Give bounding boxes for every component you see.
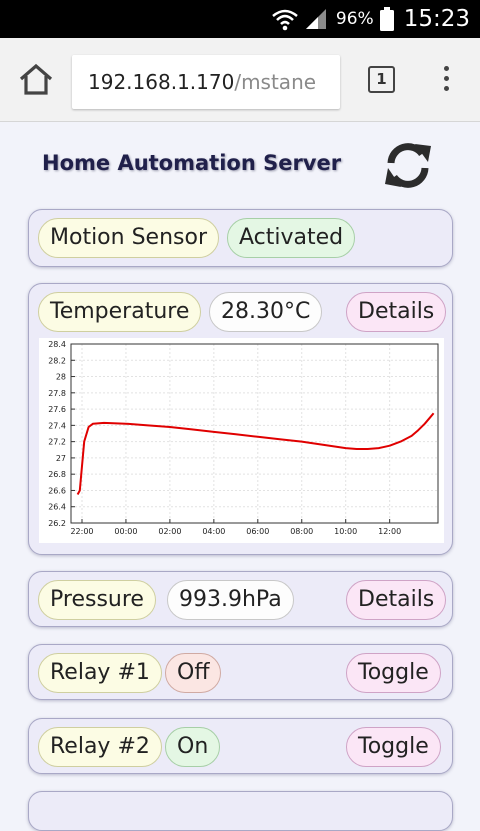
status-bar: 96% 15:23: [0, 0, 480, 38]
x-tick-label: 08:00: [290, 527, 313, 536]
x-tick-label: 04:00: [202, 527, 225, 536]
relay1-toggle-button[interactable]: Toggle: [346, 653, 441, 693]
url-bar[interactable]: 192.168.1.170/mstane: [72, 55, 340, 109]
clock: 15:23: [403, 6, 470, 32]
pressure-card: Pressure 993.9hPa Details: [28, 571, 453, 627]
plot-frame: [70, 343, 439, 524]
motion-sensor-label: Motion Sensor: [38, 218, 219, 258]
y-tick-label: 27: [56, 454, 66, 463]
y-tick-label: 26.8: [48, 470, 66, 479]
tab-switcher-button[interactable]: 1: [368, 66, 395, 93]
y-tick-label: 28: [56, 373, 66, 382]
url-path: /mstane: [234, 70, 317, 94]
temperature-chart-svg: 26.2 26.4 26.6 26.8 27 27.2 27.4 27.6 27.8 28 28.2…: [48, 340, 439, 536]
x-tick-label: 22:00: [70, 527, 93, 536]
y-tick-label: 28.4: [48, 340, 66, 349]
motion-sensor-card: Motion Sensor Activated: [28, 209, 453, 267]
home-icon[interactable]: [18, 62, 54, 98]
overflow-menu-icon[interactable]: [436, 66, 456, 96]
y-tick-label: 27.8: [48, 389, 66, 398]
signal-icon: [305, 9, 326, 29]
relay1-card: Relay #1 Off Toggle: [28, 644, 453, 700]
battery-icon: [379, 7, 394, 31]
url-host: 192.168.1.170: [88, 70, 235, 94]
relay2-toggle-button[interactable]: Toggle: [346, 727, 441, 767]
next-card: [28, 791, 453, 831]
y-tick-label: 26.2: [48, 519, 66, 528]
page-content: Home Automation Server Motion Sensor Act…: [0, 123, 480, 831]
x-tick-label: 12:00: [378, 527, 401, 536]
temperature-chart: 26.2 26.4 26.6 26.8 27 27.2 27.4 27.6 27.8 28 28.2…: [39, 338, 444, 543]
pressure-label: Pressure: [38, 580, 156, 620]
temperature-value: 28.30°C: [209, 292, 323, 332]
refresh-icon[interactable]: [382, 141, 434, 189]
pressure-details-button[interactable]: Details: [346, 580, 447, 620]
relay2-state-badge: On: [165, 727, 221, 767]
pressure-value: 993.9hPa: [167, 580, 294, 620]
x-tick-label: 10:00: [334, 527, 357, 536]
y-tick-label: 27.2: [48, 438, 66, 447]
x-tick-label: 02:00: [158, 527, 181, 536]
browser-toolbar: 192.168.1.170/mstane 1: [0, 38, 480, 122]
temperature-details-button[interactable]: Details: [346, 292, 447, 332]
relay2-label: Relay #2: [38, 727, 162, 767]
temperature-label: Temperature: [38, 292, 202, 332]
temperature-series-line: [76, 412, 435, 495]
y-tick-label: 27.4: [48, 421, 66, 430]
relay1-label: Relay #1: [38, 653, 162, 693]
x-tick-label: 06:00: [246, 527, 269, 536]
wifi-icon: [272, 9, 298, 31]
temperature-card: Temperature 28.30°C Details 26.2 26.4 26.6…: [28, 283, 453, 555]
y-tick-label: 27.6: [48, 405, 66, 414]
y-tick-label: 26.4: [48, 503, 66, 512]
y-tick-label: 26.6: [48, 486, 66, 495]
y-tick-label: 28.2: [48, 356, 66, 365]
x-tick-label: 00:00: [114, 527, 137, 536]
battery-percent: 96%: [335, 9, 374, 29]
page-title: Home Automation Server: [42, 151, 342, 175]
relay2-card: Relay #2 On Toggle: [28, 718, 453, 774]
motion-status-badge: Activated: [227, 218, 356, 258]
relay1-state-badge: Off: [165, 653, 222, 693]
